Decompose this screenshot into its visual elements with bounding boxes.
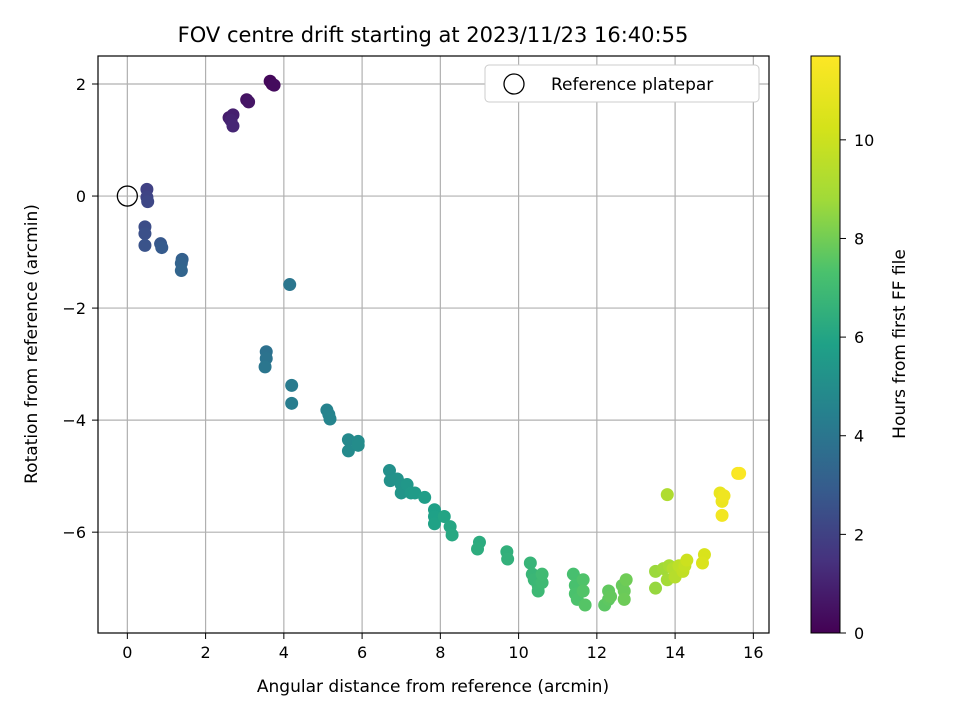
x-tick-label: 0: [122, 643, 132, 662]
x-tick-label: 2: [201, 643, 211, 662]
y-tick-label: −4: [62, 411, 86, 430]
y-ticks: −6 −4 −2 0 2: [62, 75, 98, 542]
data-point: [535, 567, 549, 581]
data-point: [604, 590, 618, 604]
data-point: [258, 360, 272, 374]
colorbar-label: Hours from first FF file: [890, 249, 910, 439]
x-tick-label: 14: [665, 643, 685, 662]
data-point: [680, 553, 694, 567]
x-tick-label: 4: [279, 643, 289, 662]
data-point: [501, 552, 515, 566]
x-tick-label: 8: [435, 643, 445, 662]
data-point: [619, 573, 633, 587]
data-point: [138, 238, 152, 252]
y-axis-label: Rotation from reference (arcmin): [22, 204, 42, 484]
data-point: [566, 567, 580, 581]
data-point: [660, 488, 674, 502]
y-tick-label: −6: [62, 523, 86, 542]
x-tick-label: 16: [743, 643, 763, 662]
reference-platepar-marker: [116, 185, 138, 207]
data-point: [382, 464, 396, 478]
data-point: [576, 573, 590, 587]
data-point: [695, 556, 709, 570]
data-point: [242, 95, 256, 109]
data-point: [285, 396, 299, 410]
data-point: [717, 489, 731, 503]
colorbar-tick-label: 6: [854, 328, 864, 347]
legend-frame: [484, 64, 760, 103]
colorbar-gradient: [810, 55, 841, 634]
data-point: [138, 227, 152, 241]
data-point: [437, 509, 451, 523]
data-point: [576, 584, 590, 598]
data-point: [141, 195, 155, 209]
x-tick-label: 12: [587, 643, 607, 662]
data-point: [226, 119, 240, 133]
data-point: [523, 556, 537, 570]
data-point: [267, 78, 281, 92]
data-point: [715, 508, 729, 522]
legend-entry-reference-platepar: Reference platepar: [551, 75, 713, 95]
colorbar-tick-label: 4: [854, 427, 864, 446]
data-point: [733, 466, 747, 480]
y-tick-label: −2: [62, 299, 86, 318]
x-ticks: 0 2 4 6 8 10 12 14 16: [122, 633, 764, 662]
data-point: [351, 438, 365, 452]
colorbar-tick-label: 8: [854, 229, 864, 248]
data-point: [471, 542, 485, 556]
legend: Reference platepar: [484, 64, 760, 103]
colorbar-ticks: 0 2 4 6 8 10: [840, 131, 874, 643]
colorbar-tick-label: 0: [854, 624, 864, 643]
data-point: [174, 264, 188, 278]
plot-frame: [97, 55, 770, 634]
legend-reference-marker: [503, 73, 525, 95]
data-point: [418, 490, 432, 504]
data-point: [283, 278, 297, 292]
data-point: [427, 517, 441, 531]
data-point: [445, 528, 459, 542]
colorbar-tick-label: 10: [854, 131, 874, 150]
data-point: [578, 598, 592, 612]
y-tick-label: 0: [76, 187, 86, 206]
x-axis-label: Angular distance from reference (arcmin): [257, 677, 609, 697]
chart-title: FOV centre drift starting at 2023/11/23 …: [178, 23, 689, 47]
grid: [98, 56, 769, 633]
data-point: [155, 241, 169, 255]
data-point: [341, 444, 355, 458]
x-tick-label: 6: [357, 643, 367, 662]
data-point: [649, 581, 663, 595]
colorbar-tick-label: 2: [854, 525, 864, 544]
data-points: [116, 74, 747, 612]
data-point: [285, 378, 299, 392]
x-tick-label: 10: [508, 643, 528, 662]
data-point: [323, 412, 337, 426]
data-point: [617, 592, 631, 606]
y-tick-label: 2: [76, 75, 86, 94]
data-point: [341, 433, 355, 447]
colorbar: 0 2 4 6 8 10 Hours from first FF file: [810, 55, 910, 643]
data-point: [408, 486, 422, 500]
